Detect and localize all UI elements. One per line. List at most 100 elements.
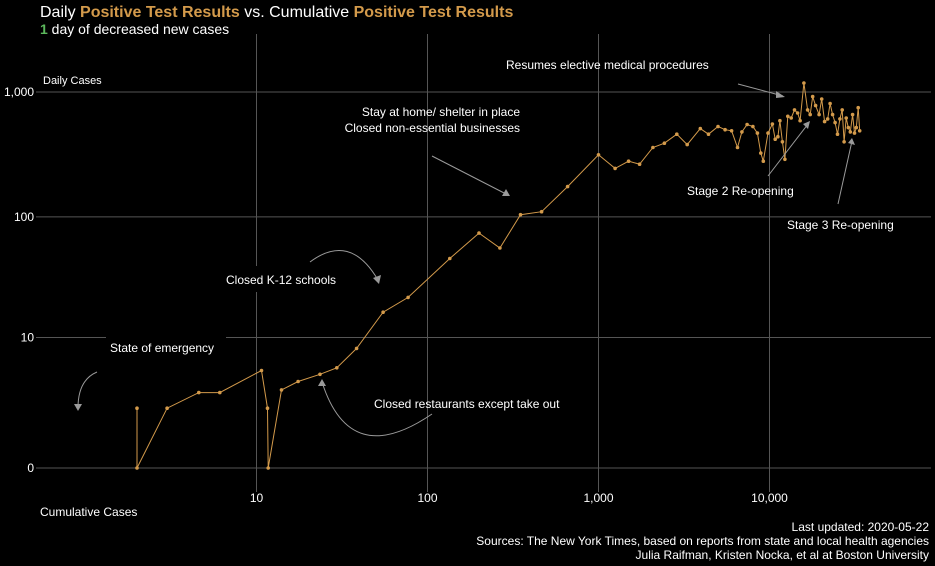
- data-point: [381, 310, 385, 315]
- data-point: [518, 212, 523, 217]
- y-axis-label: Daily Cases: [43, 75, 102, 87]
- annotation-arrowheads: [74, 91, 855, 411]
- arrowhead-restaurants: [318, 379, 326, 386]
- arrowhead-stage3: [848, 138, 855, 145]
- title-highlight-cumulative: Positive Test Results: [353, 4, 514, 21]
- data-point: [840, 108, 844, 112]
- arrow-stage3: [837, 140, 853, 205]
- data-point: [780, 140, 785, 144]
- arrow-stage2: [767, 123, 809, 177]
- data-point: [770, 122, 775, 126]
- authors-credit: Julia Raifman, Kristen Nocka, et al at B…: [635, 548, 929, 562]
- data-point: [857, 129, 862, 133]
- data-point: [810, 94, 815, 99]
- y-tick-label: 100: [14, 210, 34, 224]
- data-point: [755, 131, 760, 135]
- annotation-arrows: [77, 83, 853, 437]
- data-point: [802, 81, 806, 85]
- title-highlight-daily: Positive Test Results: [80, 4, 240, 21]
- data-point: [565, 184, 570, 189]
- data-point: [135, 406, 139, 411]
- chart-subtitle: 1 day of decreased new cases: [40, 21, 229, 37]
- data-point: [830, 112, 835, 117]
- data-point: [335, 366, 339, 370]
- arrow-emergency: [77, 371, 98, 409]
- arrowhead-elective: [776, 91, 785, 98]
- annotation-stay-home-2: Closed non-essential businesses: [345, 121, 520, 135]
- data-point: [776, 134, 780, 139]
- data-point: [539, 209, 544, 214]
- x-tick-label: 10: [250, 491, 264, 505]
- data-point: [296, 379, 300, 384]
- data-point: [706, 132, 711, 136]
- x-axis-ticks: 10 100 1,000 10,000: [250, 491, 788, 505]
- arrowhead-stage2: [803, 121, 810, 129]
- data-point: [789, 116, 793, 120]
- data-point: [662, 141, 667, 145]
- data-point: [798, 118, 802, 123]
- subtitle-text: day of decreased new cases: [47, 21, 230, 37]
- y-tick-label: 0: [27, 461, 34, 475]
- data-point: [265, 406, 270, 411]
- annotation-schools: Closed K-12 schools: [226, 273, 336, 287]
- data-point: [786, 114, 790, 119]
- data-point: [354, 346, 359, 351]
- data-point: [406, 295, 410, 300]
- arrow-elective: [737, 83, 784, 97]
- data-point: [613, 166, 617, 171]
- data-point: [846, 125, 851, 130]
- data-point: [854, 125, 859, 130]
- data-point: [637, 162, 642, 166]
- annotation-bg: [220, 266, 350, 292]
- data-point: [817, 112, 821, 117]
- data-point: [856, 105, 860, 110]
- data-point: [852, 131, 857, 135]
- data-point: [792, 108, 797, 112]
- last-updated: Last updated: 2020-05-22: [791, 520, 929, 534]
- y-axis-ticks: 0 10 100 1,000: [4, 85, 34, 475]
- arrowhead-stay-home: [502, 189, 510, 196]
- data-point: [813, 103, 818, 108]
- data-point: [848, 130, 853, 134]
- y-tick-label: 10: [21, 331, 35, 345]
- data-point: [740, 130, 744, 134]
- data-point: [825, 117, 830, 121]
- annotation-stage3: Stage 3 Re-opening: [787, 218, 894, 232]
- annotation-stage2: Stage 2 Re-opening: [687, 184, 794, 198]
- data-point: [778, 118, 782, 123]
- data-point: [165, 406, 169, 411]
- data-point: [498, 246, 502, 250]
- grid-lines: [36, 34, 931, 492]
- data-point: [844, 116, 848, 120]
- decreased-days-count: 1: [40, 21, 48, 37]
- data-point: [197, 390, 201, 395]
- y-tick-label: 1,000: [4, 85, 34, 99]
- data-point: [759, 151, 763, 155]
- x-tick-label: 1,000: [583, 491, 613, 505]
- data-point: [808, 112, 812, 117]
- data-point: [448, 256, 452, 261]
- data-point: [626, 159, 631, 163]
- annotation-restaurants: Closed restaurants except take out: [374, 397, 560, 411]
- data-point: [685, 142, 689, 147]
- annotation-stay-home-1: Stay at home/ shelter in place: [362, 105, 520, 119]
- data-point: [819, 97, 824, 101]
- arrow-schools: [309, 249, 379, 281]
- data-point: [835, 132, 840, 136]
- annotation-bg: [106, 332, 226, 362]
- data-point: [135, 466, 139, 470]
- title-part2: vs. Cumulative: [239, 4, 354, 21]
- title-part1: Daily: [40, 4, 81, 21]
- data-point: [218, 390, 222, 395]
- data-point: [729, 129, 734, 133]
- data-point: [795, 111, 800, 115]
- annotation-elective: Resumes elective medical procedures: [506, 58, 709, 72]
- data-point: [477, 231, 481, 235]
- data-point: [698, 126, 703, 131]
- data-point: [828, 101, 832, 106]
- sources-credit: Sources: The New York Times, based on re…: [476, 534, 929, 548]
- x-tick-label: 10,000: [751, 491, 788, 505]
- data-point: [716, 124, 720, 129]
- data-point: [842, 140, 846, 144]
- data-point: [651, 145, 655, 150]
